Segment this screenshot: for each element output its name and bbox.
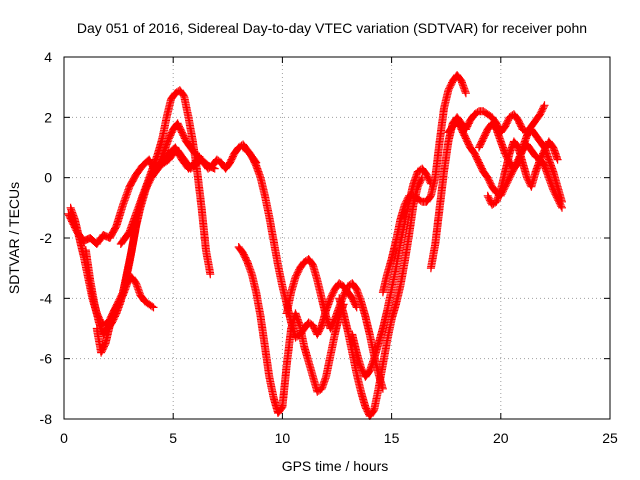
- series-markers: [475, 119, 566, 206]
- series-arc15: [475, 119, 566, 206]
- x-tick-label: 0: [60, 430, 68, 446]
- series-arc5: [116, 140, 261, 248]
- x-tick-label: 5: [169, 430, 177, 446]
- y-axis: -8 -6 -4 -2 0 2 4: [40, 49, 610, 427]
- x-axis: 0 5 10 15 20 25: [60, 57, 618, 446]
- y-tick-label: 2: [44, 109, 52, 125]
- data-points: [64, 71, 566, 420]
- series-arc6: [234, 243, 348, 417]
- series-markers: [116, 140, 261, 248]
- x-axis-label: GPS time / hours: [282, 458, 389, 474]
- y-tick-label: -4: [40, 290, 53, 306]
- y-tick-label: -6: [40, 351, 53, 367]
- x-tick-label: 20: [493, 430, 509, 446]
- y-tick-label: 0: [44, 170, 52, 186]
- y-tick-label: 4: [44, 49, 52, 65]
- series-markers: [378, 71, 470, 297]
- x-tick-label: 15: [384, 430, 400, 446]
- chart-title: Day 051 of 2016, Sidereal Day-to-day VTE…: [77, 20, 587, 36]
- x-tick-label: 10: [275, 430, 291, 446]
- y-axis-label: SDTVAR / TECUs: [6, 182, 22, 294]
- y-tick-label: -2: [40, 230, 53, 246]
- series-markers: [234, 243, 348, 417]
- y-tick-label: -8: [40, 411, 53, 427]
- series-arc11: [378, 71, 470, 297]
- x-tick-label: 25: [602, 430, 618, 446]
